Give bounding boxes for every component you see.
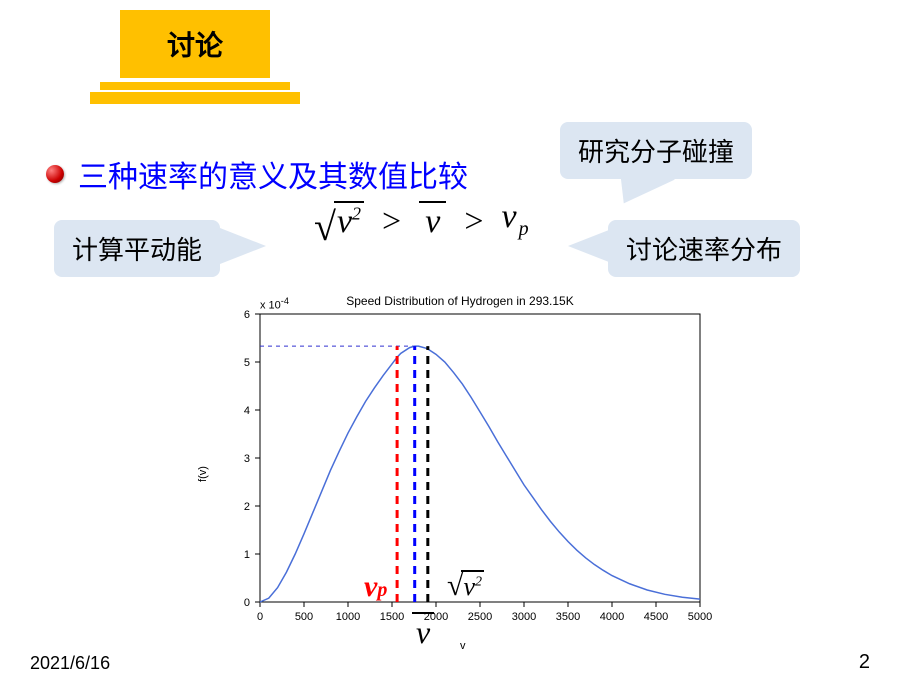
svg-text:2: 2 [244,501,250,513]
svg-text:3000: 3000 [512,611,536,623]
svg-text:1000: 1000 [336,611,360,623]
vp-annot-sub: p [377,579,387,601]
vp-annotation: vp [364,570,387,604]
mean-v: v [425,203,440,240]
callout-kinetic-energy: 计算平动能 [54,220,220,277]
mean-speed-term: v [419,201,446,241]
vrms-annot-v: v [463,572,475,601]
callout-left-tail [220,228,266,264]
svg-text:0: 0 [257,611,263,623]
svg-text:4: 4 [244,405,250,417]
vrms-annotation: √v2 [447,572,484,602]
vp-sub: p [519,218,529,240]
footer-date: 2021/6/16 [30,653,110,674]
vbar-annotation: v [412,612,434,651]
main-bullet-row: 三种速率的意义及其数值比较 [46,152,468,196]
svg-text:2500: 2500 [468,611,492,623]
vp-v: v [502,198,517,235]
svg-text:3500: 3500 [556,611,580,623]
vbar-annot-v: v [416,614,430,650]
red-sphere-bullet-icon [46,165,64,183]
vrms-overline: v2 [461,570,484,601]
discussion-laptop-icon: 讨论 [100,10,290,104]
svg-text:1500: 1500 [380,611,404,623]
svg-text:1: 1 [244,549,250,561]
laptop-base [90,92,300,104]
vrms-annot-sup: 2 [475,574,482,589]
vp-annot-v: v [364,570,377,603]
callout-collision: 研究分子碰撞 [560,122,752,179]
laptop-hinge [100,82,290,90]
svg-text:4500: 4500 [644,611,668,623]
chart-xlabel: v [460,640,466,652]
svg-text:5: 5 [244,357,250,369]
gt1: > [382,203,401,241]
svg-text:500: 500 [295,611,313,623]
footer-page-number: 2 [859,651,870,674]
callout-speed-distribution: 讨论速率分布 [608,220,800,277]
svg-text:6: 6 [244,309,250,321]
svg-text:5000: 5000 [688,611,712,623]
speed-inequality: √ v2 > v > vp [314,198,529,241]
svg-text:0: 0 [244,597,250,609]
gt2: > [464,203,483,241]
sqrt-sign-icon: √ [314,213,336,241]
laptop-screen-label: 讨论 [120,10,270,78]
rms-overline: v2 [334,201,364,241]
chart-title: Speed Distribution of Hydrogen in 293.15… [200,294,720,308]
rms-speed-term: √ v2 [314,201,364,241]
main-bullet-text: 三种速率的意义及其数值比较 [78,152,468,196]
rms-v: v [337,203,352,240]
svg-text:4000: 4000 [600,611,624,623]
rms-sup: 2 [352,203,361,223]
speed-distribution-chart: x 10-4 Speed Distribution of Hydrogen in… [200,288,720,648]
svg-text:3: 3 [244,453,250,465]
most-probable-term: vp [502,198,529,241]
